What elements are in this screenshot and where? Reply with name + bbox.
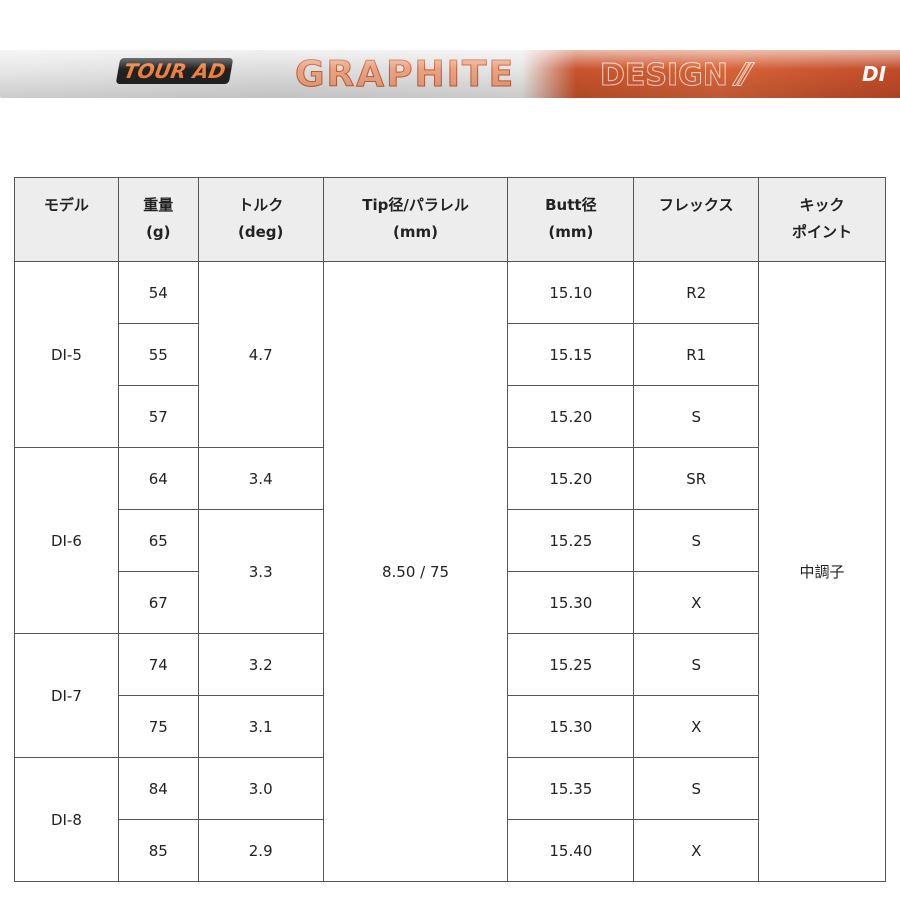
model-cell: DI-5 <box>14 261 119 448</box>
table-row: DI-8 84 3.0 15.35 S <box>14 757 886 882</box>
flex-cell: S <box>633 509 760 572</box>
column-header: フレックス <box>633 177 760 262</box>
flex-cell: R2 <box>633 261 760 324</box>
weight-cell: 85 <box>117 819 199 882</box>
table-row: DI-6 64 3.4 15.20 SR <box>14 447 886 634</box>
header-text: Butt径 <box>545 196 597 214</box>
spec-table: モデル 重量 (g) トルク (deg) Tip径/パラレル (mm) Butt径 (mm) フレ… <box>14 177 886 882</box>
column-header: 重量 (g) <box>117 177 199 262</box>
model-cell: DI-8 <box>14 757 119 882</box>
torque-cell: 3.3 <box>197 509 324 634</box>
table-row: 67 15.30 X <box>15 571 886 634</box>
weight-cell: 54 <box>117 261 199 324</box>
header-text: (mm) <box>393 223 439 241</box>
butt-cell: 15.40 <box>507 819 635 882</box>
weight-cell: 55 <box>117 323 199 386</box>
header-text: モデル <box>43 196 89 214</box>
table-row: DI-5 54 4.7 8.50 / 75 15.10 R2 中調子 <box>14 261 886 882</box>
column-header: トルク (deg) <box>197 177 324 262</box>
torque-cell: 3.2 <box>197 633 324 696</box>
flex-cell: S <box>633 385 760 448</box>
flex-cell: R1 <box>633 323 760 386</box>
shaft-image: TOUR AD GRAPHITE DESIGN ⁄⁄ DI <box>0 50 900 98</box>
torque-cell: 2.9 <box>197 819 324 882</box>
kick-point-cell: 中調子 <box>758 261 886 882</box>
butt-cell: 15.10 <box>507 261 635 324</box>
header-text: Tip径/パラレル <box>362 196 469 214</box>
table-row: 75 3.1 15.30 X <box>15 695 886 758</box>
butt-cell: 15.35 <box>507 757 635 820</box>
column-header: モデル <box>14 177 119 262</box>
model-cell: DI-7 <box>14 633 119 758</box>
flex-cell: S <box>633 633 760 696</box>
di-logo: DI <box>862 62 887 86</box>
tip-cell: 8.50 / 75 <box>322 261 509 882</box>
flex-cell: X <box>633 571 760 634</box>
weight-cell: 67 <box>117 571 199 634</box>
torque-cell: 3.1 <box>197 695 324 758</box>
flex-cell: X <box>633 695 760 758</box>
butt-cell: 15.20 <box>507 447 635 510</box>
weight-cell: 74 <box>117 633 199 696</box>
header-text: キック <box>799 196 845 214</box>
header-text: トルク <box>238 196 284 214</box>
butt-cell: 15.30 <box>507 695 635 758</box>
weight-cell: 57 <box>117 385 199 448</box>
model-cell: DI-6 <box>14 447 119 634</box>
butt-cell: 15.20 <box>507 385 635 448</box>
header-text: (mm) <box>548 223 594 241</box>
column-header: Butt径 (mm) <box>507 177 635 262</box>
butt-cell: 15.30 <box>507 571 635 634</box>
tour-ad-logo: TOUR AD <box>115 58 234 84</box>
header-text: (g) <box>146 223 171 241</box>
weight-cell: 64 <box>117 447 199 510</box>
flex-cell: X <box>633 819 760 882</box>
torque-cell: 3.0 <box>197 757 324 820</box>
torque-cell: 3.4 <box>197 447 324 510</box>
column-header: キック ポイント <box>758 177 886 262</box>
table-row: DI-7 74 3.2 15.25 S <box>14 633 886 758</box>
weight-cell: 84 <box>117 757 199 820</box>
header-text: 重量 <box>143 196 174 214</box>
table-row: 85 2.9 15.40 X <box>15 819 886 882</box>
header-text: (deg) <box>238 223 284 241</box>
torque-cell: 4.7 <box>197 261 324 448</box>
butt-cell: 15.15 <box>507 323 635 386</box>
flex-cell: SR <box>633 447 760 510</box>
header-text: フレックス <box>658 196 734 214</box>
weight-cell: 75 <box>117 695 199 758</box>
flex-cell: S <box>633 757 760 820</box>
column-header: Tip径/パラレル (mm) <box>322 177 509 262</box>
table-row: 55 15.15 R1 <box>15 323 886 386</box>
butt-cell: 15.25 <box>507 633 635 696</box>
design-logo: DESIGN ⁄⁄ <box>599 58 749 94</box>
table-row: 57 15.20 S <box>15 385 886 448</box>
butt-cell: 15.25 <box>507 509 635 572</box>
graphite-logo: GRAPHITE <box>294 54 516 96</box>
weight-cell: 65 <box>117 509 199 572</box>
header-text: ポイント <box>792 223 853 241</box>
